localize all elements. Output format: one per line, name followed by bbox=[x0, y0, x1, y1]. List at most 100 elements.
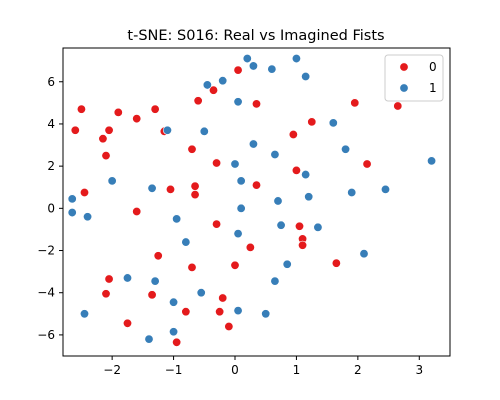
point-series-1-1 bbox=[67, 208, 77, 218]
point-series-1-28 bbox=[270, 276, 280, 286]
point-series-0-19 bbox=[212, 158, 222, 168]
point-series-0-39 bbox=[153, 251, 163, 261]
point-series-1-26 bbox=[267, 64, 277, 74]
point-series-0-31 bbox=[294, 221, 304, 231]
point-series-0-13 bbox=[181, 307, 191, 317]
point-series-0-8 bbox=[132, 206, 142, 216]
point-series-1-2 bbox=[80, 309, 90, 319]
point-series-0-43 bbox=[104, 274, 114, 284]
point-series-0-38 bbox=[393, 101, 403, 111]
point-series-0-37 bbox=[362, 159, 372, 169]
legend-box bbox=[384, 54, 444, 102]
point-series-1-16 bbox=[202, 80, 212, 90]
point-series-1-18 bbox=[230, 159, 240, 169]
point-series-0-36 bbox=[350, 98, 360, 108]
point-series-0-44 bbox=[101, 289, 111, 299]
point-series-0-6 bbox=[113, 107, 123, 117]
point-series-0-23 bbox=[224, 321, 234, 331]
point-series-0-35 bbox=[331, 258, 341, 268]
point-series-1-37 bbox=[304, 192, 314, 202]
point-series-1-21 bbox=[236, 176, 246, 186]
legend: 01 bbox=[384, 54, 444, 102]
point-series-1-36 bbox=[301, 170, 311, 180]
point-series-1-3 bbox=[83, 212, 93, 222]
x-tick-label: 2 bbox=[354, 363, 362, 377]
point-series-1-42 bbox=[359, 249, 369, 259]
point-series-1-5 bbox=[123, 273, 133, 283]
point-series-1-9 bbox=[162, 125, 172, 135]
point-series-0-1 bbox=[76, 104, 86, 114]
point-series-1-20 bbox=[233, 229, 243, 239]
point-series-1-29 bbox=[273, 196, 283, 206]
point-series-0-2 bbox=[80, 188, 90, 198]
x-tick-label: 0 bbox=[231, 363, 239, 377]
point-series-1-0 bbox=[67, 194, 77, 204]
legend-label-1: 1 bbox=[429, 81, 437, 95]
point-series-0-33 bbox=[298, 240, 308, 250]
point-series-1-10 bbox=[169, 327, 179, 337]
axes-frame bbox=[62, 47, 451, 357]
point-series-0-29 bbox=[288, 129, 298, 139]
point-series-1-35 bbox=[301, 71, 311, 81]
point-series-0-9 bbox=[150, 104, 160, 114]
point-series-1-25 bbox=[248, 139, 258, 149]
point-series-1-14 bbox=[196, 288, 206, 298]
x-tick-label: −1 bbox=[165, 363, 183, 377]
y-tick-label: 2 bbox=[47, 159, 55, 173]
x-axis: −2 −1 0 1 2 3 bbox=[103, 356, 423, 377]
legend-marker-1 bbox=[399, 83, 409, 93]
legend-label-0: 0 bbox=[429, 60, 437, 74]
point-series-0-7 bbox=[132, 114, 142, 124]
y-tick-label: −2 bbox=[37, 244, 55, 258]
point-series-0-12 bbox=[172, 337, 182, 347]
point-series-0-0 bbox=[70, 125, 80, 135]
point-series-1-15 bbox=[199, 126, 209, 136]
point-series-0-26 bbox=[252, 180, 262, 190]
point-series-1-11 bbox=[169, 297, 179, 307]
point-series-0-3 bbox=[98, 134, 108, 144]
x-tick-label: 1 bbox=[293, 363, 301, 377]
point-series-0-27 bbox=[230, 260, 240, 270]
point-series-1-34 bbox=[291, 54, 301, 64]
points-layer bbox=[67, 54, 437, 347]
point-series-0-4 bbox=[104, 125, 114, 135]
point-series-1-12 bbox=[172, 214, 182, 224]
point-series-0-40 bbox=[187, 262, 197, 272]
chart-title: t-SNE: S016: Real vs Imagined Fists bbox=[127, 28, 384, 44]
point-series-0-21 bbox=[215, 307, 225, 317]
point-series-1-8 bbox=[150, 276, 160, 286]
point-series-0-11 bbox=[166, 184, 176, 194]
x-tick-label: 3 bbox=[415, 363, 423, 377]
point-series-1-38 bbox=[313, 222, 323, 232]
point-series-0-24 bbox=[233, 65, 243, 75]
point-series-0-15 bbox=[190, 181, 200, 191]
point-series-1-22 bbox=[236, 203, 246, 213]
point-series-1-44 bbox=[427, 156, 437, 166]
point-series-0-5 bbox=[101, 151, 111, 161]
point-series-1-32 bbox=[233, 306, 243, 316]
point-series-0-28 bbox=[245, 242, 255, 252]
point-series-1-17 bbox=[218, 76, 228, 86]
point-series-0-14 bbox=[187, 144, 197, 154]
y-tick-label: −6 bbox=[37, 328, 55, 342]
point-series-1-30 bbox=[276, 220, 286, 230]
point-series-0-17 bbox=[193, 96, 203, 106]
point-series-0-16 bbox=[190, 190, 200, 200]
point-series-1-41 bbox=[347, 188, 357, 198]
y-tick-label: 4 bbox=[47, 117, 55, 131]
point-series-0-42 bbox=[123, 318, 133, 328]
y-tick-label: 6 bbox=[47, 75, 55, 89]
y-axis: −6 −4 −2 0 2 4 6 bbox=[37, 75, 63, 342]
point-series-0-25 bbox=[252, 99, 262, 109]
y-tick-label: 0 bbox=[47, 201, 55, 215]
point-series-1-43 bbox=[380, 184, 390, 194]
point-series-0-18 bbox=[209, 85, 219, 95]
x-tick-label: −2 bbox=[103, 363, 121, 377]
point-series-0-20 bbox=[212, 219, 222, 229]
point-series-1-27 bbox=[270, 150, 280, 160]
point-series-0-34 bbox=[307, 117, 317, 127]
y-tick-label: −4 bbox=[37, 286, 55, 300]
point-series-1-13 bbox=[181, 237, 191, 247]
point-series-1-6 bbox=[144, 334, 154, 344]
